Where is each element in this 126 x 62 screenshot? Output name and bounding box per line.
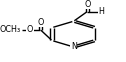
Text: OCH₃: OCH₃	[0, 25, 21, 34]
Text: O: O	[37, 18, 44, 27]
Text: H: H	[98, 7, 104, 16]
Text: N: N	[71, 42, 77, 51]
Text: O: O	[27, 25, 33, 34]
Text: O: O	[84, 0, 90, 8]
